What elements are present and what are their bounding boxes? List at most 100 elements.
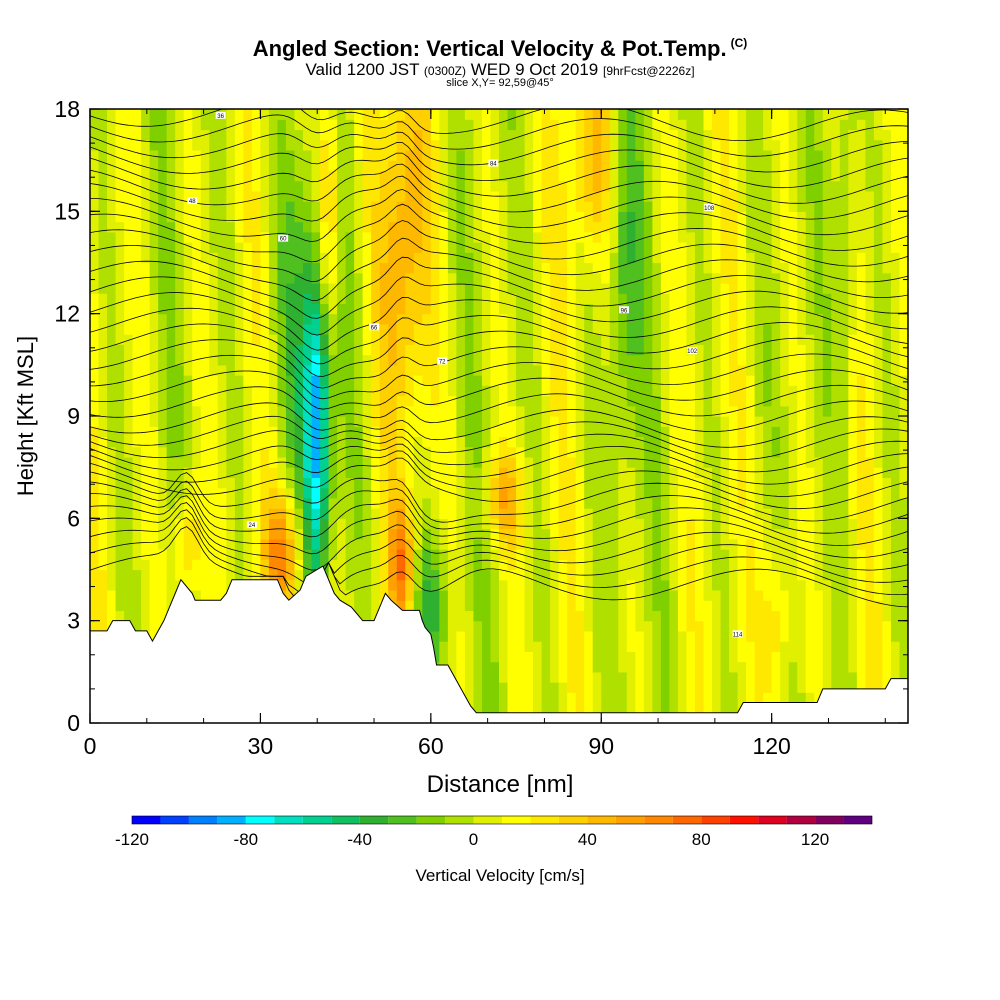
field-cell: [311, 497, 321, 509]
field-cell: [464, 651, 475, 663]
field-cell: [183, 231, 193, 243]
field-cell: [703, 518, 713, 530]
field-cell: [132, 375, 142, 386]
field-cell: [277, 446, 287, 458]
field-cell: [362, 405, 372, 417]
field-cell: [98, 190, 108, 202]
field-cell: [149, 344, 159, 356]
field-cell: [311, 190, 321, 202]
field-cell: [464, 538, 475, 550]
field-cell: [447, 610, 457, 622]
field-cell: [720, 180, 730, 192]
field-cell: [737, 160, 747, 171]
field-cell: [192, 559, 202, 571]
field-cell: [251, 170, 262, 182]
field-cell: [643, 579, 653, 591]
field-cell: [737, 129, 747, 141]
field-cell: [575, 549, 585, 560]
field-cell: [618, 559, 628, 571]
field-cell: [200, 518, 210, 530]
field-cell: [746, 262, 756, 274]
field-cell: [268, 170, 279, 182]
field-cell: [694, 508, 705, 519]
field-cell: [285, 109, 296, 120]
field-cell: [703, 671, 713, 683]
field-cell: [294, 211, 304, 223]
field-cell: [320, 416, 330, 427]
field-cell: [268, 385, 279, 397]
field-cell: [643, 671, 653, 683]
field-cell: [90, 600, 100, 612]
field-cell: [763, 487, 773, 499]
field-cell: [669, 641, 679, 652]
field-cell: [115, 221, 125, 233]
field-cell: [175, 456, 185, 468]
field-cell: [677, 344, 688, 356]
field-cell: [337, 364, 347, 376]
field-cell: [217, 477, 227, 489]
field-cell: [737, 651, 747, 663]
field-cell: [643, 303, 653, 315]
field-cell: [243, 467, 253, 478]
field-cell: [192, 508, 202, 519]
field-cell: [652, 702, 662, 714]
field-cell: [592, 323, 602, 335]
field-cell: [763, 190, 773, 202]
field-cell: [507, 201, 517, 212]
field-cell: [652, 303, 662, 315]
field-cell: [720, 231, 730, 243]
field-cell: [277, 119, 287, 131]
field-cell: [771, 395, 781, 407]
field-cell: [507, 661, 517, 673]
field-cell: [541, 323, 551, 335]
field-cell: [396, 385, 406, 397]
field-cell: [584, 303, 594, 315]
field-cell: [234, 139, 244, 151]
field-cell: [294, 303, 304, 315]
field-cell: [575, 405, 585, 417]
field-cell: [788, 293, 798, 305]
field-cell: [694, 252, 705, 264]
field-cell: [158, 405, 168, 417]
field-cell: [98, 405, 108, 417]
field-cell: [592, 231, 602, 243]
field-cell: [362, 497, 372, 509]
field-cell: [567, 180, 577, 192]
field-cell: [260, 518, 270, 530]
field-cell: [396, 231, 406, 243]
field-cell: [746, 538, 756, 550]
field-cell: [567, 293, 577, 305]
field-cell: [771, 221, 781, 233]
field-cell: [626, 641, 636, 652]
field-cell: [609, 272, 619, 284]
field-cell: [754, 549, 764, 560]
field-cell: [601, 416, 611, 427]
field-cell: [124, 416, 134, 427]
field-cell: [285, 293, 296, 305]
field-cell: [499, 334, 509, 345]
field-cell: [669, 242, 679, 253]
field-cell: [226, 446, 236, 458]
field-cell: [405, 364, 415, 376]
field-cell: [669, 170, 679, 182]
field-cell: [447, 620, 457, 632]
field-cell: [396, 456, 406, 468]
field-cell: [694, 682, 705, 693]
field-cell: [285, 201, 296, 212]
field-cell: [354, 354, 364, 366]
field-cell: [158, 252, 168, 264]
field-cell: [405, 569, 415, 581]
field-cell: [149, 446, 159, 458]
field-cell: [226, 303, 236, 315]
field-cell: [234, 477, 244, 489]
field-cell: [200, 467, 210, 478]
field-cell: [635, 477, 645, 489]
field-cell: [124, 119, 134, 131]
field-cell: [499, 549, 509, 560]
field-cell: [115, 190, 125, 202]
field-cell: [226, 364, 236, 376]
field-cell: [499, 518, 509, 530]
field-cell: [158, 610, 168, 622]
field-cell: [499, 139, 509, 151]
field-cell: [490, 129, 500, 141]
